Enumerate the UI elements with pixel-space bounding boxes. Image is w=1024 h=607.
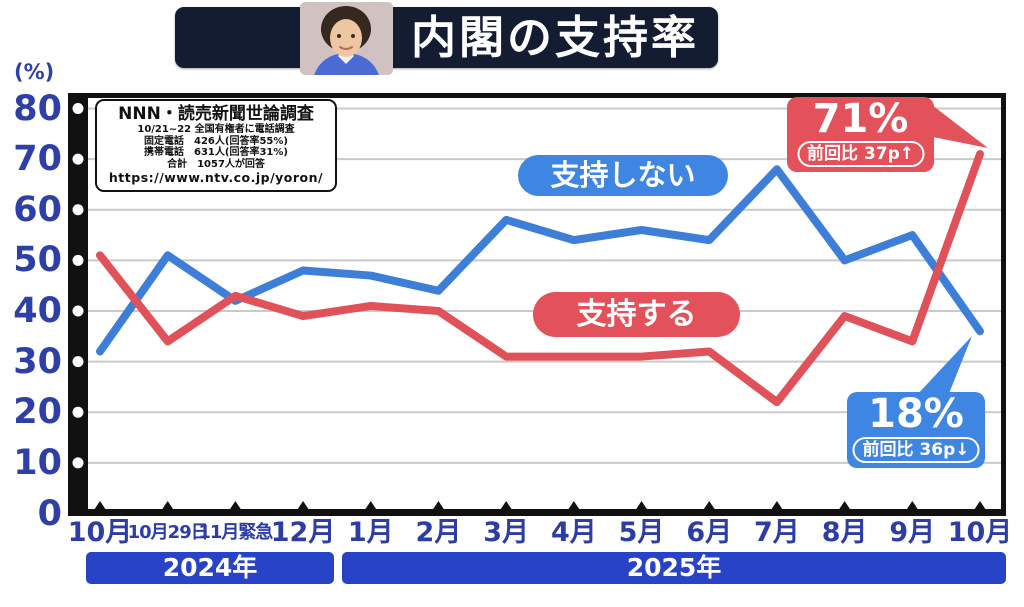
x-axis-label: 8月: [821, 517, 868, 548]
x-axis-tick: [94, 501, 106, 510]
y-axis-label: 10: [13, 442, 62, 483]
y-axis-tick-dot: [72, 406, 84, 418]
x-axis-tick: [974, 501, 986, 510]
y-axis-tick-dot: [72, 103, 84, 114]
year-bar-2024: 2024年: [86, 552, 334, 584]
x-axis-tick: [161, 501, 174, 510]
y-axis-label: 60: [13, 189, 62, 230]
y-axis-tick-dot: [72, 356, 84, 368]
y-axis-label: 80: [13, 88, 62, 129]
y-axis-label: 0: [37, 493, 62, 534]
x-axis-tick: [635, 501, 648, 510]
callout-value: 18%: [868, 391, 964, 437]
x-axis-label: 4月: [550, 517, 597, 548]
x-axis-label: 10月: [67, 517, 133, 548]
x-axis-tick: [297, 501, 310, 510]
x-axis-tick: [770, 501, 783, 510]
x-axis-label: 2月: [415, 517, 462, 548]
plot-border-top: [68, 93, 1006, 98]
callout-change-badge: 前回比 36p↓: [852, 437, 980, 463]
y-axis-tick-dot: [72, 153, 84, 165]
series-label-approve: 支持する: [533, 292, 740, 337]
x-axis-tick: [432, 501, 445, 510]
x-axis-tick: [364, 501, 377, 510]
x-axis-label: 6月: [686, 517, 733, 548]
x-axis-label: 12月: [270, 517, 336, 548]
series-label-disapprove: 支持しない: [518, 155, 728, 196]
politician-photo: [300, 2, 393, 75]
poll-detail-line: 合計 1057人が回答: [167, 158, 265, 170]
poll-info-box: NNN・読売新聞世論調査 10/21~22 全国有権者に電話調査 固定電話 42…: [95, 99, 337, 192]
year-bar-2025: 2025年: [342, 552, 1006, 584]
y-axis-tick-dot: [72, 204, 84, 216]
y-axis-tick-dot: [72, 305, 84, 317]
x-axis-label: 3月: [483, 517, 530, 548]
x-axis-bar: [68, 509, 1006, 516]
x-axis-tick: [500, 501, 513, 510]
y-axis-label: 20: [13, 392, 62, 433]
y-axis-tick-dot: [72, 457, 84, 469]
x-axis-label: 7月: [754, 517, 800, 548]
title-banner: 内閣の支持率: [175, 7, 718, 68]
x-axis-label: 10月: [947, 517, 1013, 548]
x-axis-label: 11月緊急: [198, 522, 273, 543]
plot-border-right: [1001, 93, 1006, 516]
callout-red-pointer: [928, 102, 988, 148]
poll-url: https://www.ntv.co.jp/yoron/: [108, 170, 324, 185]
callout-blue-pointer: [916, 336, 972, 396]
x-axis-label: 1月: [347, 517, 394, 548]
y-axis-label: 40: [13, 291, 62, 331]
callout-disapprove-18: 18% 前回比 36p↓: [847, 392, 985, 468]
poll-source: NNN・読売新聞世論調査: [118, 104, 314, 124]
x-axis-tick: [838, 501, 851, 510]
y-axis-label: 70: [13, 139, 62, 180]
x-axis-label: 5月: [618, 517, 665, 548]
x-axis-tick: [906, 501, 919, 510]
x-axis-label: 10月29日: [127, 522, 209, 543]
page-title: 内閣の支持率: [410, 11, 699, 64]
y-axis-label: 50: [13, 240, 62, 281]
y-axis-tick-dot: [72, 254, 84, 266]
x-axis-tick: [703, 501, 716, 510]
x-axis-tick: [229, 501, 242, 510]
poll-detail-line: 10/21~22 全国有権者に電話調査: [137, 124, 295, 135]
x-axis-label: 9月: [889, 517, 936, 548]
y-axis-unit-label: (%): [14, 60, 55, 84]
approve-line: [96, 150, 984, 407]
x-axis-tick: [567, 501, 580, 510]
y-axis-label: 30: [13, 341, 62, 382]
poll-detail-line: 携帯電話 631人(回答率31%): [144, 147, 288, 158]
avatar-illustration: [300, 2, 393, 75]
callout-value: 71%: [812, 96, 909, 142]
callout-change-badge: 前回比 37p↑: [797, 141, 924, 167]
poll-detail-line: 固定電話 426人(回答率55%): [144, 135, 288, 147]
callout-approve-71: 71% 前回比 37p↑: [787, 97, 934, 172]
